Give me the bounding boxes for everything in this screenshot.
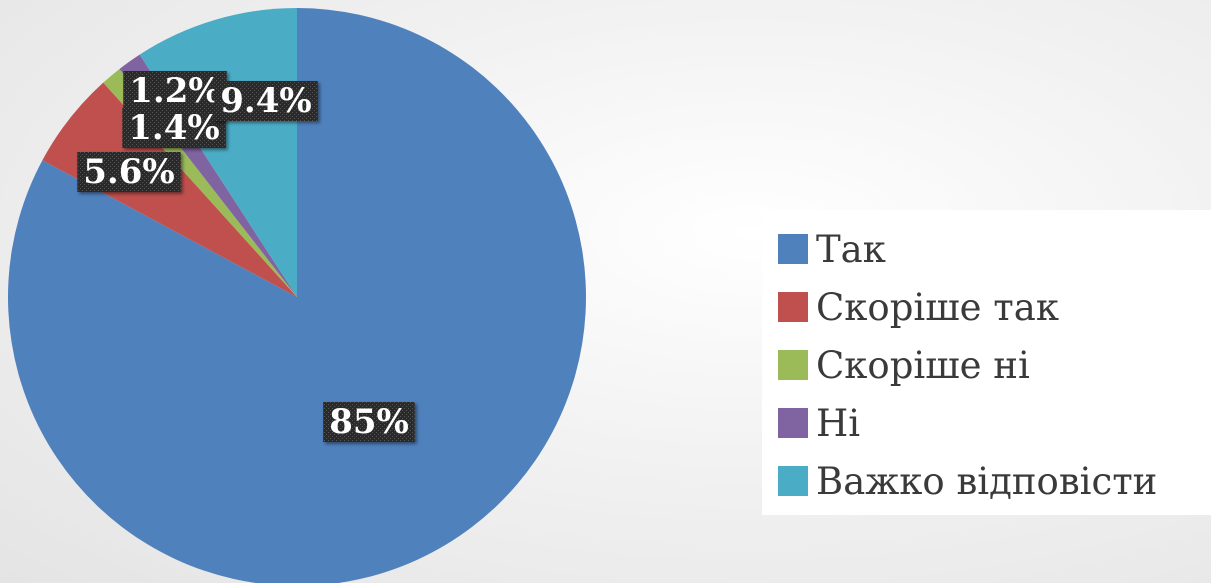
data-label-text-tak: 85% xyxy=(329,402,409,442)
legend-swatch-tak xyxy=(778,234,808,264)
legend-label-tak: Так xyxy=(816,227,886,271)
data-label-box-ni xyxy=(122,108,226,148)
data-label-text-skorishe-tak: 5.6% xyxy=(83,152,174,192)
data-label-tak: 85% xyxy=(323,402,415,442)
legend-swatch-vazhko-vidpovisty xyxy=(778,466,808,496)
data-label-box-skorishe-ni xyxy=(123,71,227,111)
legend-item-vazhko-vidpovisty: Важко відповісти xyxy=(778,452,1211,510)
pie-slice-tak xyxy=(8,8,586,583)
legend-swatch-skorishe-tak xyxy=(778,292,808,322)
data-label-skorishe-ni: 1.2% xyxy=(123,71,227,111)
data-label-vazhko-vidpovisty: 9.4% xyxy=(214,81,318,121)
legend-label-ni: Ні xyxy=(816,401,861,445)
legend-label-skorishe-tak: Скоріше так xyxy=(816,285,1059,329)
legend-item-skorishe-tak: Скоріше так xyxy=(778,278,1211,336)
data-label-box-vazhko-vidpovisty xyxy=(214,81,318,121)
chart-legend: Так Скоріше так Скоріше ні Ні Важко відп… xyxy=(762,210,1211,515)
legend-label-skorishe-ni: Скоріше ні xyxy=(816,343,1030,387)
legend-item-skorishe-ni: Скоріше ні xyxy=(778,336,1211,394)
data-label-text-vazhko-vidpovisty: 9.4% xyxy=(220,81,311,121)
data-label-box-tak xyxy=(323,402,415,442)
data-label-skorishe-tak: 5.6% xyxy=(77,152,181,192)
data-label-text-ni: 1.4% xyxy=(128,108,219,148)
legend-item-ni: Ні xyxy=(778,394,1211,452)
data-label-text-skorishe-ni: 1.2% xyxy=(129,71,220,111)
legend-swatch-ni xyxy=(778,408,808,438)
legend-label-vazhko-vidpovisty: Важко відповісти xyxy=(816,459,1158,503)
data-label-box-skorishe-tak xyxy=(77,152,181,192)
legend-swatch-skorishe-ni xyxy=(778,350,808,380)
data-label-ni: 1.4% xyxy=(122,108,226,148)
legend-item-tak: Так xyxy=(778,220,1211,278)
